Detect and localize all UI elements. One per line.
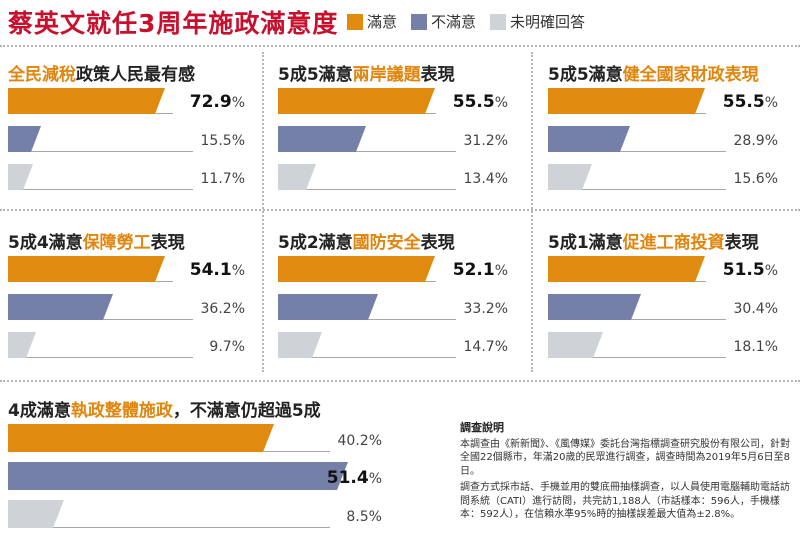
bar-no-answer (548, 164, 592, 190)
guide-line (8, 151, 193, 152)
bar-dissatisfied (8, 126, 41, 152)
bar-no-answer (8, 164, 33, 190)
legend-item-dissatisfied: 不滿意 (411, 11, 476, 32)
chart-panel-1: 全民減稅政策人民最有感 72.9% 15.5% 11.7% (8, 60, 253, 210)
legend-item-satisfied: 滿意 (347, 11, 397, 32)
bar-satisfied (548, 256, 705, 282)
value-label-no-answer: 11.7% (200, 171, 245, 187)
value-label-no-answer: 14.7% (463, 339, 508, 355)
chart-panel-7: 4成滿意執政整體施政，不滿意仍超過5成 40.2% 51.4% 8.5% (8, 396, 388, 539)
chart-title: 蔡英文就任3周年施政滿意度 (8, 9, 339, 38)
survey-paragraph-2: 調查方式採市話、手機並用的雙底冊抽樣調查，以人員使用電腦輔助電話訪問系統（CAT… (460, 482, 790, 520)
bar-dissatisfied (278, 126, 366, 152)
bar-satisfied (8, 256, 165, 282)
guide-line (548, 189, 726, 190)
chart-panel-2: 5成5滿意兩岸議題表現 55.5% 31.2% 13.4% (278, 60, 516, 210)
bar-dissatisfied (8, 462, 348, 490)
panel-title: 5成5滿意健全國家財政表現 (548, 65, 759, 85)
bar-dissatisfied (8, 294, 113, 320)
guide-line (278, 151, 456, 152)
bar-dissatisfied (548, 294, 641, 320)
bar-no-answer (278, 164, 316, 190)
legend-item-no-answer: 未明確回答 (490, 11, 585, 32)
value-label-satisfied: 40.2% (337, 433, 382, 449)
value-label-dissatisfied: 51.4% (326, 468, 382, 488)
chart-panel-5: 5成2滿意國防安全表現 52.1% 33.2% 14.7% (278, 228, 516, 378)
value-label-no-answer: 18.1% (733, 339, 778, 355)
value-label-satisfied: 51.5% (722, 260, 778, 280)
value-label-dissatisfied: 15.5% (200, 133, 245, 149)
guide-line (548, 357, 726, 358)
bar-satisfied (8, 424, 274, 452)
guide-line (548, 151, 726, 152)
bar-satisfied (278, 256, 435, 282)
bar-satisfied (278, 88, 435, 114)
value-label-satisfied: 55.5% (452, 92, 508, 112)
panel-title: 全民減稅政策人民最有感 (8, 65, 195, 85)
bar-satisfied (548, 88, 705, 114)
legend-label-dissatisfied: 不滿意 (431, 13, 477, 31)
divider-col-1 (262, 52, 264, 372)
guide-line (8, 357, 193, 358)
divider-middle (0, 209, 800, 211)
chart-panel-3: 5成5滿意健全國家財政表現 55.5% 28.9% 15.6% (548, 60, 786, 210)
panel-title: 5成2滿意國防安全表現 (278, 233, 455, 253)
bar-satisfied (8, 88, 165, 114)
panel-title: 5成4滿意保障勞工表現 (8, 233, 185, 253)
divider-bottom (0, 380, 800, 382)
panel-title: 5成5滿意兩岸議題表現 (278, 65, 455, 85)
value-label-satisfied: 52.1% (452, 260, 508, 280)
legend-label-satisfied: 滿意 (367, 13, 398, 31)
value-label-dissatisfied: 30.4% (733, 301, 778, 317)
legend: 滿意 不滿意 未明確回答 (347, 11, 599, 32)
guide-line (8, 527, 330, 528)
guide-line (278, 357, 456, 358)
chart-panel-4: 5成4滿意保障勞工表現 54.1% 36.2% 9.7% (8, 228, 253, 378)
value-label-no-answer: 15.6% (733, 171, 778, 187)
legend-label-no-answer: 未明確回答 (510, 13, 586, 31)
guide-line (278, 189, 456, 190)
divider-col-2 (531, 52, 533, 372)
bar-no-answer (278, 332, 322, 358)
bar-dissatisfied (278, 294, 378, 320)
panel-title: 5成1滿意促進工商投資表現 (548, 233, 759, 253)
value-label-dissatisfied: 31.2% (463, 133, 508, 149)
guide-line (548, 319, 726, 320)
value-label-satisfied: 55.5% (722, 92, 778, 112)
bar-no-answer (8, 332, 36, 358)
legend-swatch-dissatisfied (411, 13, 428, 30)
value-label-satisfied: 54.1% (189, 260, 245, 280)
survey-notes: 調查說明 本調查由《新新聞》、《風傳媒》委託台灣指標調查研究股份有限公司，針對全… (460, 421, 790, 525)
value-label-no-answer: 8.5% (346, 509, 382, 525)
value-label-dissatisfied: 28.9% (733, 133, 778, 149)
value-label-no-answer: 13.4% (463, 171, 508, 187)
legend-swatch-satisfied (347, 13, 363, 30)
panel-title: 4成滿意執政整體施政，不滿意仍超過5成 (8, 401, 321, 421)
bar-dissatisfied (548, 126, 630, 152)
bar-no-answer (548, 332, 603, 358)
survey-paragraph-1: 本調查由《新新聞》、《風傳媒》委託台灣指標調查研究股份有限公司，針對全國22個縣… (460, 438, 790, 477)
value-label-dissatisfied: 36.2% (200, 301, 245, 317)
survey-heading: 調查說明 (460, 421, 504, 434)
chart-panel-6: 5成1滿意促進工商投資表現 51.5% 30.4% 18.1% (548, 228, 786, 378)
guide-line (8, 189, 193, 190)
legend-swatch-no-answer (490, 13, 507, 30)
bar-no-answer (8, 500, 64, 528)
value-label-satisfied: 72.9% (189, 92, 245, 112)
divider-top (0, 45, 800, 47)
value-label-dissatisfied: 33.2% (463, 301, 508, 317)
value-label-no-answer: 9.7% (209, 339, 245, 355)
